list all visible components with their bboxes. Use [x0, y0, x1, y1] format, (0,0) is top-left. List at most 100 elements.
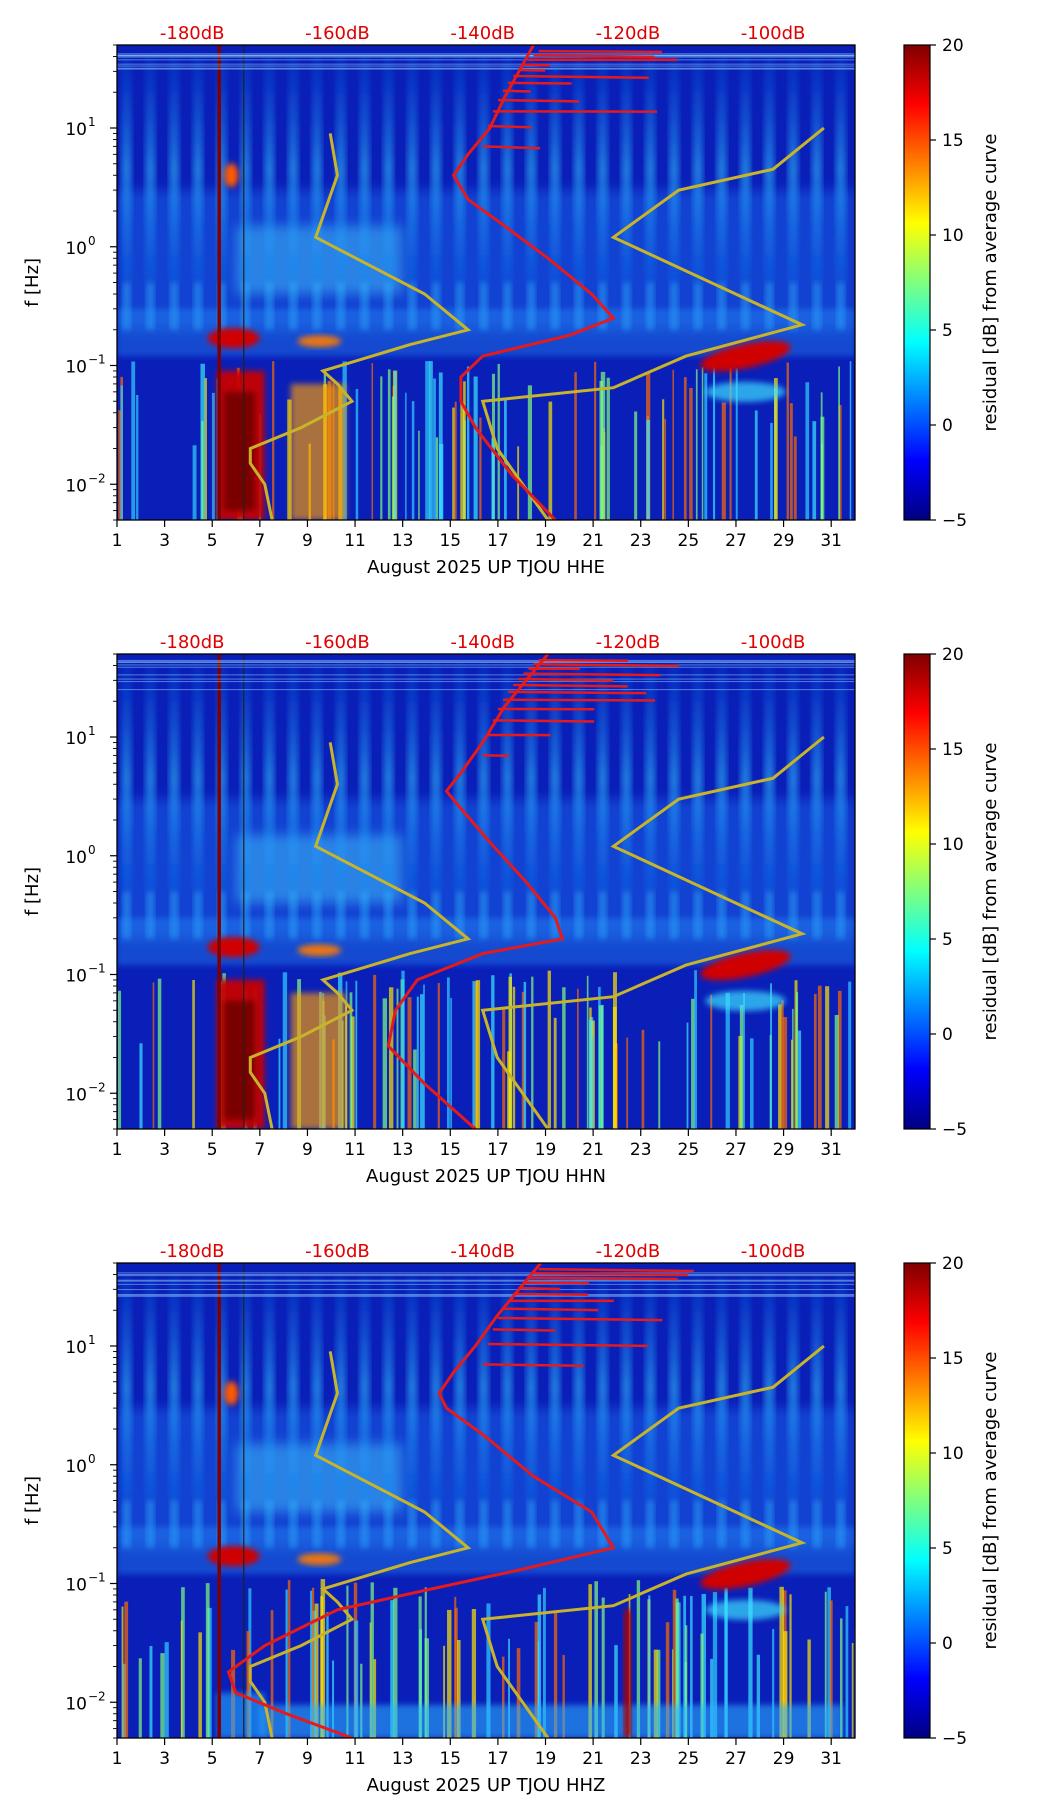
x-tick-label: 15	[439, 1140, 461, 1160]
daily-stripe-low	[360, 282, 369, 330]
event-spike	[433, 378, 436, 520]
daily-stripe	[216, 1274, 227, 1501]
event-spike	[817, 985, 822, 1129]
psd-spike	[518, 677, 614, 682]
daily-stripe-low	[146, 891, 155, 939]
daily-stripe	[264, 1274, 275, 1501]
x-tick-label: 3	[159, 531, 170, 551]
daily-stripe	[407, 665, 418, 892]
daily-stripe	[502, 56, 513, 283]
daily-stripe	[145, 1274, 156, 1501]
event-spike	[471, 1608, 477, 1738]
x-tick-label: 21	[582, 1749, 604, 1769]
event-spike	[475, 980, 481, 1129]
daily-stripe	[526, 1274, 537, 1501]
event-spike	[658, 1041, 661, 1129]
event-spike	[460, 402, 465, 520]
daily-stripe	[835, 1274, 846, 1501]
daily-stripe	[788, 56, 799, 283]
daily-stripe-low	[408, 891, 417, 939]
daily-stripe-low	[717, 891, 726, 939]
x-tick-label: 3	[159, 1140, 170, 1160]
event-spike	[136, 394, 139, 520]
daily-stripe-low	[312, 891, 321, 939]
daily-stripe	[288, 1274, 299, 1501]
event-spike	[553, 1017, 557, 1129]
event-spike	[588, 1584, 592, 1738]
event-spike	[845, 1606, 849, 1738]
daily-stripe	[335, 1274, 346, 1501]
colorbar-tick-label: 10	[942, 1444, 964, 1464]
db-scale-label: -180dB	[160, 632, 225, 653]
x-tick-label: 9	[302, 1140, 313, 1160]
y-tick-exponent: 0	[88, 234, 96, 248]
daily-stripe	[240, 56, 251, 283]
event-spike	[798, 1030, 802, 1129]
event-spike	[164, 1642, 169, 1738]
event-spike	[634, 411, 638, 520]
daily-stripe-low	[765, 1500, 774, 1548]
event-spike	[507, 1051, 512, 1129]
event-spike	[701, 367, 704, 520]
daily-stripe-low	[717, 282, 726, 330]
daily-stripe	[526, 56, 537, 283]
x-tick-label: 1	[112, 1140, 123, 1160]
event-spike	[686, 1022, 689, 1129]
event-spike	[380, 376, 383, 520]
daily-stripe	[835, 665, 846, 892]
event-spike	[393, 1587, 398, 1738]
x-tick-label: 17	[487, 531, 509, 551]
event-spike	[131, 361, 136, 520]
daily-stripe	[431, 665, 442, 892]
average-psd-curve	[451, 45, 616, 520]
y-tick-exponent: −2	[88, 1080, 106, 1094]
colorbar-tick-label: 15	[942, 1349, 964, 1369]
daily-stripe	[740, 56, 751, 283]
hf-streak	[117, 67, 855, 69]
event-spike	[320, 1596, 324, 1738]
daily-stripe-low	[836, 1500, 845, 1548]
event-spike	[149, 1645, 153, 1738]
daily-stripe	[121, 665, 132, 892]
y-tick-exponent: −2	[88, 1689, 106, 1703]
daily-stripe-low	[146, 282, 155, 330]
event-spike	[502, 1656, 505, 1738]
event-spike	[562, 987, 566, 1129]
psd-spike	[492, 1328, 556, 1332]
hf-streak	[117, 666, 855, 668]
x-tick-label: 23	[630, 1140, 652, 1160]
x-tick-label: 19	[535, 531, 557, 551]
x-tick-label: 1	[112, 531, 123, 551]
y-tick-exponent: 1	[88, 1333, 96, 1347]
event-spike	[443, 1645, 446, 1738]
event-spike	[672, 1589, 677, 1738]
colorbar-label: residual [dB] from average curve	[980, 742, 1001, 1040]
db-scale-label: -160dB	[305, 1241, 370, 1262]
hf-streak	[117, 68, 855, 70]
event-spike	[282, 972, 288, 1129]
y-tick-exponent: −1	[88, 962, 106, 976]
event-spike	[724, 1587, 728, 1738]
event-spike	[450, 997, 452, 1129]
event-spike	[672, 369, 674, 520]
daily-stripe	[454, 1274, 465, 1501]
event-spike	[683, 377, 687, 520]
event-spike	[756, 1654, 761, 1738]
colorbar-tick-label: 0	[942, 1025, 953, 1045]
noise-model-curve-high	[480, 126, 825, 520]
event-spike	[807, 1639, 811, 1738]
marker-line-thin	[243, 654, 245, 1129]
daily-stripe	[288, 56, 299, 283]
event-spike	[690, 1595, 693, 1738]
db-scale-label: -140dB	[450, 1241, 515, 1262]
marker-line-thin	[243, 1263, 245, 1738]
daily-stripe-low	[312, 282, 321, 330]
daily-stripe-low	[122, 282, 131, 330]
psd-spike	[533, 662, 679, 668]
daily-stripe-low	[360, 1500, 369, 1548]
daily-stripe	[669, 665, 680, 892]
daily-stripe-low	[741, 891, 750, 939]
x-tick-label: 15	[439, 1749, 461, 1769]
x-tick-label: 15	[439, 531, 461, 551]
